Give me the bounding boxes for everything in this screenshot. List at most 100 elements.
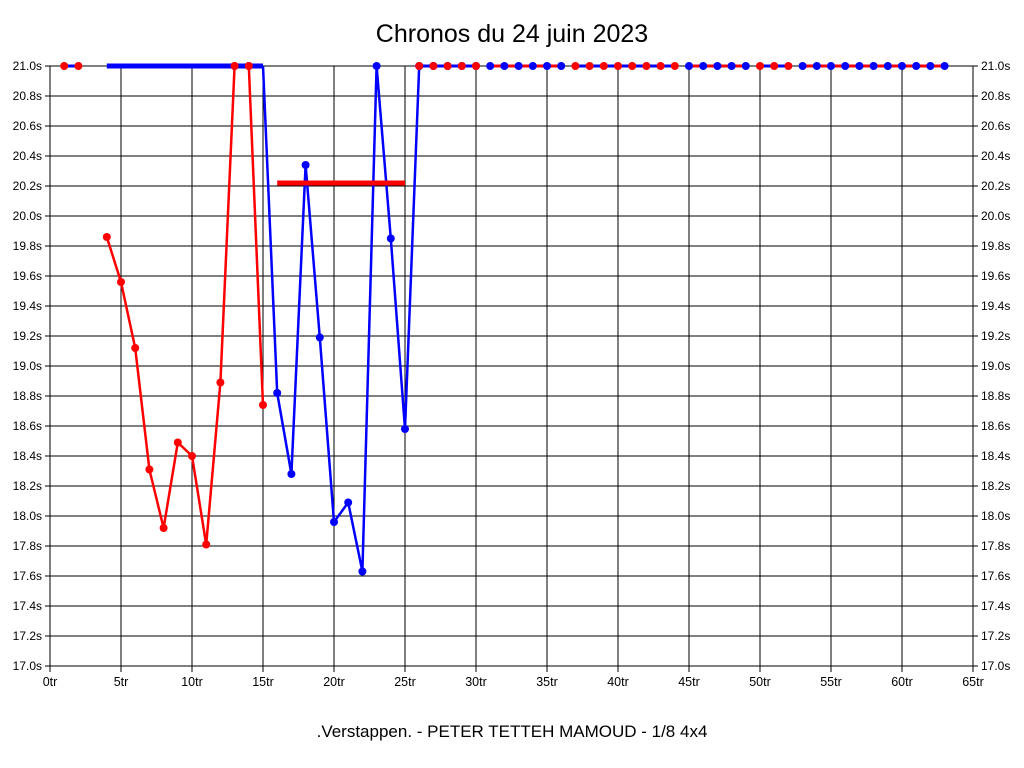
y-tick-label: 17.4s [13,599,42,613]
series-blue-marker [912,62,921,70]
series-blue-marker [713,62,722,70]
series-blue-marker [273,389,282,397]
series-red-marker [656,62,665,70]
series-red-markers [60,62,83,70]
series-blue-marker [699,62,708,70]
series-blue-marker [344,498,353,507]
y-tick-label: 20.6s [13,119,42,133]
series-blue-marker [869,62,878,70]
series-blue-marker [798,62,807,70]
series-blue-markers [798,62,949,70]
axis-ticks [45,65,978,672]
series-blue-marker [940,62,949,70]
y-axis-labels-right: 21.0s 20.8s 20.6s 20.4s 20.2s 20.0s 19.8s 19.6s… [981,59,1010,673]
series-red-marker [202,540,211,549]
series-red-marker [443,62,452,70]
series-red-marker [457,62,466,70]
y-tick-label: 20.8s [981,89,1010,103]
y-tick-label: 20.8s [13,89,42,103]
x-tick-label: 60tr [891,675,913,689]
x-tick-label: 45tr [678,675,700,689]
series-blue-marker [514,62,523,70]
series-red-marker [188,452,196,460]
y-tick-label: 17.8s [13,539,42,553]
chart-caption: .Verstappen. - PETER TETTEH MAMOUD - 1/8… [316,722,708,741]
series-blue-marker [500,62,509,70]
y-tick-label: 19.2s [981,329,1010,343]
y-tick-label: 20.2s [13,179,42,193]
y-tick-label: 17.0s [981,659,1010,673]
y-tick-label: 18.0s [13,509,42,523]
y-tick-label: 17.6s [981,569,1010,583]
series-red-marker [117,278,125,286]
y-tick-label: 19.4s [981,299,1010,313]
series-blue-marker [855,62,864,70]
series-blue-marker [528,62,537,70]
y-tick-label: 21.0s [13,59,42,73]
series-blue-marker [898,62,906,70]
y-tick-label: 17.0s [13,659,42,673]
series-red-marker [571,62,580,70]
series-red-marker [429,62,438,70]
y-tick-label: 19.8s [981,239,1010,253]
y-tick-label: 17.8s [981,539,1010,553]
series-red-marker [585,62,594,70]
y-tick-label: 19.2s [13,329,42,343]
series-blue-marker [926,62,935,70]
series-red-marker [244,62,253,70]
series-blue-markers [486,62,566,70]
y-tick-label: 20.2s [981,179,1010,193]
series-red-marker [259,401,267,409]
series-blue-markers [685,62,750,70]
y-tick-label: 18.6s [981,419,1010,433]
x-axis-labels: 0tr 5tr 10tr 15tr 20tr 25tr 30tr 35tr 40tr 45tr 50… [43,675,984,689]
series-red-marker [230,62,239,70]
y-tick-label: 21.0s [981,59,1010,73]
y-tick-label: 20.6s [981,119,1010,133]
series-blue-marker [741,62,750,70]
y-tick-label: 20.4s [981,149,1010,163]
series-blue-line [261,64,421,573]
y-tick-label: 18.8s [13,389,42,403]
y-tick-label: 17.4s [981,599,1010,613]
x-tick-label: 30tr [465,675,487,689]
y-tick-label: 18.4s [981,449,1010,463]
series-red-marker [670,62,679,70]
series-red-markers [230,62,253,70]
series-blue-marker [301,161,310,169]
series-blue-marker [883,62,892,70]
series-red-markers [756,62,793,70]
series-red-marker [628,62,637,70]
series-blue-marker [827,62,835,70]
series-red-marker [599,62,608,70]
x-tick-label: 15tr [252,675,274,689]
x-tick-label: 20tr [323,675,345,689]
series-red-marker [784,62,793,70]
x-tick-label: 0tr [43,675,58,689]
series-red-markers [415,62,480,70]
y-tick-label: 17.6s [13,569,42,583]
series-red-marker [415,62,424,70]
series-red-marker [756,62,764,70]
series-blue-marker [330,518,338,526]
series-red-line+markers [102,62,267,549]
series-blue-marker [386,234,395,243]
series-blue-line+markers [261,62,424,576]
y-tick-label: 19.0s [981,359,1010,373]
series-layers [60,62,949,576]
y-tick-label: 19.6s [981,269,1010,283]
x-tick-label: 5tr [114,675,129,689]
y-tick-label: 17.2s [13,629,42,643]
x-tick-label: 55tr [820,675,842,689]
y-tick-label: 19.4s [13,299,42,313]
y-tick-label: 18.8s [981,389,1010,403]
series-red-marker [614,62,622,70]
series-red-marker [74,62,83,70]
y-tick-label: 17.2s [981,629,1010,643]
y-tick-label: 19.0s [13,359,42,373]
grid [49,65,974,667]
series-blue-marker [727,62,736,70]
series-red-marker [642,62,651,70]
